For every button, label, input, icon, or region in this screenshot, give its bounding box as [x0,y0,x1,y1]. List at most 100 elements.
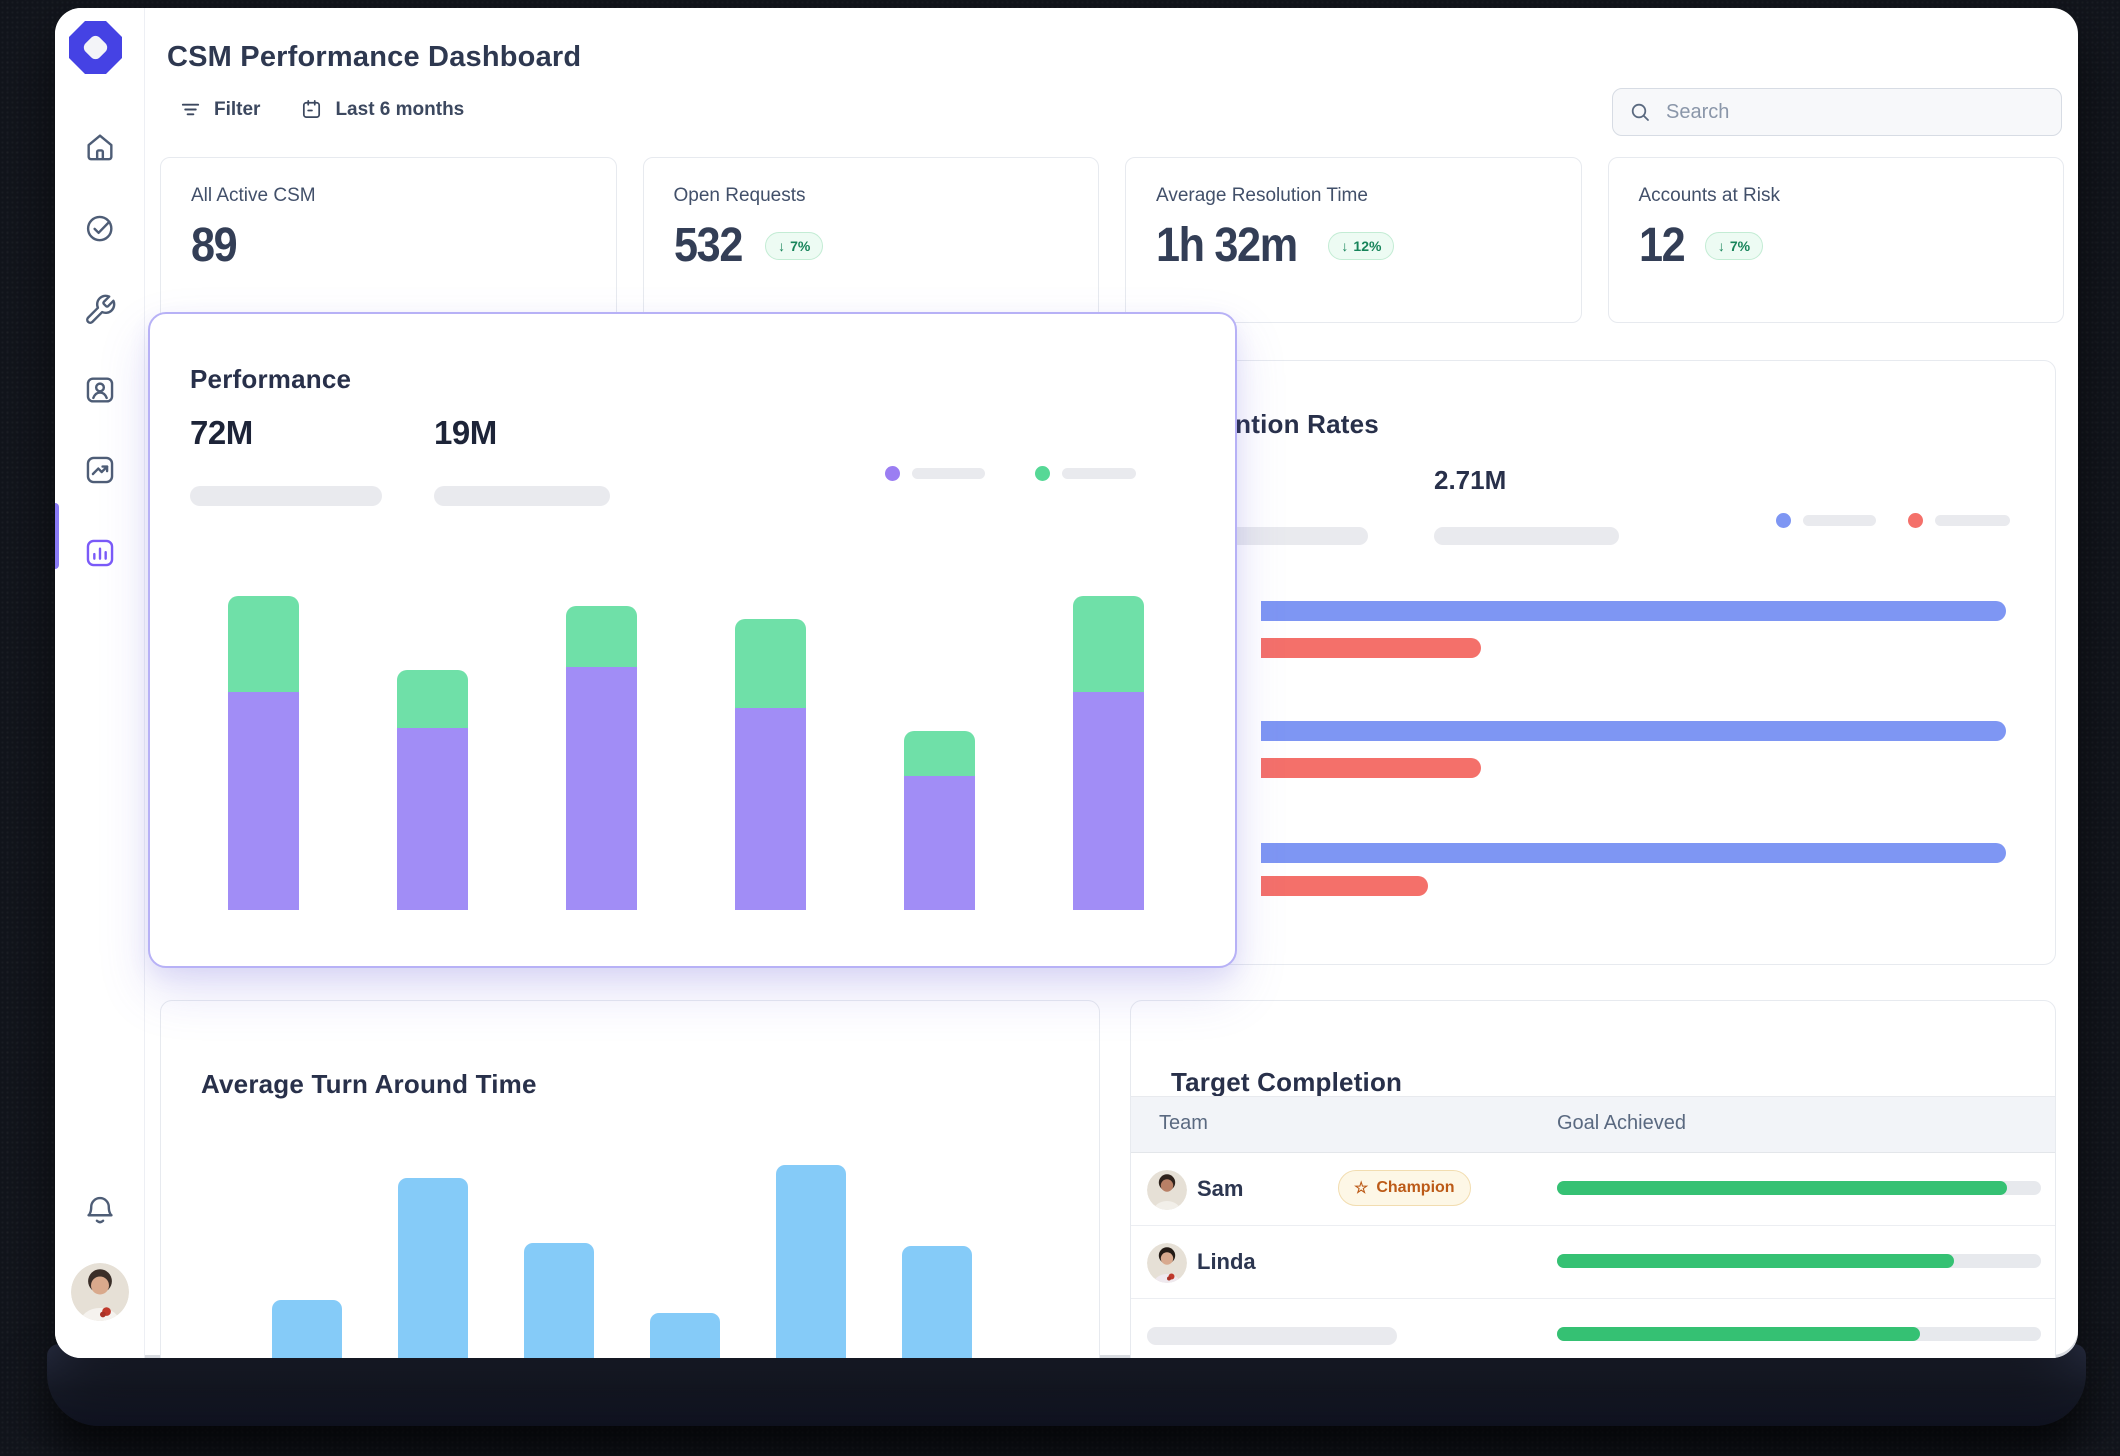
performance-stat-secondary: 19M [434,414,497,451]
champion-badge-label: Champion [1376,1179,1455,1196]
table-row: Linda [1131,1226,2055,1299]
sidebar-item-contacts[interactable] [83,373,117,407]
performance-bar-base-segment [397,727,468,910]
sidebar-item-trends[interactable] [83,453,117,487]
turnaround-bar [650,1313,720,1358]
search-input[interactable] [1664,99,2046,125]
filter-icon [181,103,200,116]
arrow-down-icon: ↓ [1341,237,1349,254]
logo-octagon-icon [69,21,122,74]
goal-progress-track [1557,1181,2041,1195]
kpi-trend-badge: ↓ 7% [765,231,824,260]
kpi-label: Average Resolution Time [1156,185,1368,206]
goal-progress-fill [1557,1254,1954,1268]
legend-dot-purple [885,466,900,481]
kpi-label: All Active CSM [191,185,316,206]
kpi-card: Average Resolution Time 1h 32m ↓ 12% [1125,157,1582,323]
retention-legend-item-red [1908,513,2010,528]
app-logo[interactable] [68,20,123,75]
turnaround-card-title: Average Turn Around Time [201,1068,537,1099]
turnaround-card: Average Turn Around Time [160,1000,1100,1358]
goal-progress-track [1557,1327,2041,1341]
performance-card: Performance 72M 19M [148,312,1237,968]
kpi-value: 12 [1638,219,1686,272]
target-completion-card: Target Completion Team Goal Achieved Sam… [1130,1000,2056,1358]
champion-badge: ☆ Champion [1338,1170,1471,1206]
kpi-value-row: 532 ↓ 7% [674,218,1069,273]
kpi-value-row: 1h 32m ↓ 12% [1156,218,1551,273]
sidebar-item-tools[interactable] [83,293,117,327]
legend-dot-green [1035,466,1050,481]
retention-bar-red [1261,876,1428,896]
search-icon [1631,103,1649,121]
kpi-label: Open Requests [673,185,806,206]
performance-stat-skeleton [190,486,382,506]
retention-stat-skeleton [1434,527,1619,545]
retention-legend-item-blue [1776,513,1876,528]
page-title: CSM Performance Dashboard [167,41,582,74]
wrench-icon [86,294,116,324]
legend-label-skeleton [912,468,985,479]
performance-bar-top-segment [904,730,975,776]
performance-bar-base-segment [735,708,806,910]
kpi-card: Open Requests 532 ↓ 7% [642,157,1099,323]
turnaround-bar [524,1242,594,1358]
legend-label-skeleton [1062,468,1136,479]
goal-progress-track [1557,1254,2041,1268]
performance-chart [150,314,1235,966]
team-member-name: Linda [1197,1249,1256,1274]
column-header-team: Team [1159,1112,1208,1134]
turnaround-bar [272,1299,342,1358]
avatar [1147,1170,1187,1210]
performance-bar-top-segment [228,596,299,693]
retention-bar-blue [1261,721,2006,741]
check-circle-icon [86,215,113,242]
avatar-photo [71,1263,129,1321]
user-avatar[interactable] [71,1263,129,1321]
performance-card-title: Performance [190,363,352,394]
kpi-card: All Active CSM 89 [160,157,617,323]
kpi-value: 532 [673,219,743,272]
avatar [1147,1243,1187,1283]
kpi-trend-value: 12% [1353,237,1382,254]
team-member-skeleton [1147,1327,1397,1345]
kpi-trend-badge: ↓ 12% [1328,231,1395,260]
turnaround-bar [776,1164,846,1358]
avatar-photo [1147,1170,1187,1210]
sidebar [55,8,145,1358]
sidebar-item-notifications[interactable] [83,1193,117,1227]
performance-legend-item-purple [885,466,985,481]
toolbar: Filter Last 6 months [179,98,464,121]
avatar-photo [1147,1243,1187,1283]
kpi-trend-badge: ↓ 7% [1704,231,1764,260]
kpi-trend-value: 7% [790,237,811,254]
filter-label: Filter [214,98,261,120]
sidebar-item-tasks[interactable] [83,211,117,245]
target-table-header: Team Goal Achieved [1131,1096,2055,1153]
date-range-button[interactable]: Last 6 months [300,98,464,121]
performance-bar-base-segment [566,666,637,910]
user-card-icon [86,377,114,403]
date-range-label: Last 6 months [335,98,465,120]
retention-rates-card: Retention Rates 2.71M [1130,360,2056,965]
filter-button[interactable]: Filter [179,98,260,121]
turnaround-bar [902,1245,972,1358]
kpi-value-row: 89 [191,218,586,273]
home-icon [87,134,113,161]
app-window: CSM Performance Dashboard Filter Last 6 … [55,8,2078,1358]
star-icon: ☆ [1354,1180,1369,1197]
performance-legend-item-green [1035,466,1136,481]
performance-stat-skeleton [434,486,610,506]
performance-stat-primary: 72M [190,414,253,451]
sidebar-item-home[interactable] [83,130,117,164]
retention-bar-red [1261,758,1481,778]
legend-dot-blue [1776,513,1791,528]
search-box [1612,88,2062,136]
sidebar-item-analytics[interactable] [83,536,117,570]
kpi-row: All Active CSM 89 Open Requests 532 ↓ 7% Avera… [160,157,2064,323]
goal-progress-fill [1557,1181,2008,1195]
legend-label-skeleton [1935,515,2010,526]
performance-bar-top-segment [566,606,637,667]
bar-chart-icon [86,539,114,567]
arrow-down-icon: ↓ [778,237,786,254]
